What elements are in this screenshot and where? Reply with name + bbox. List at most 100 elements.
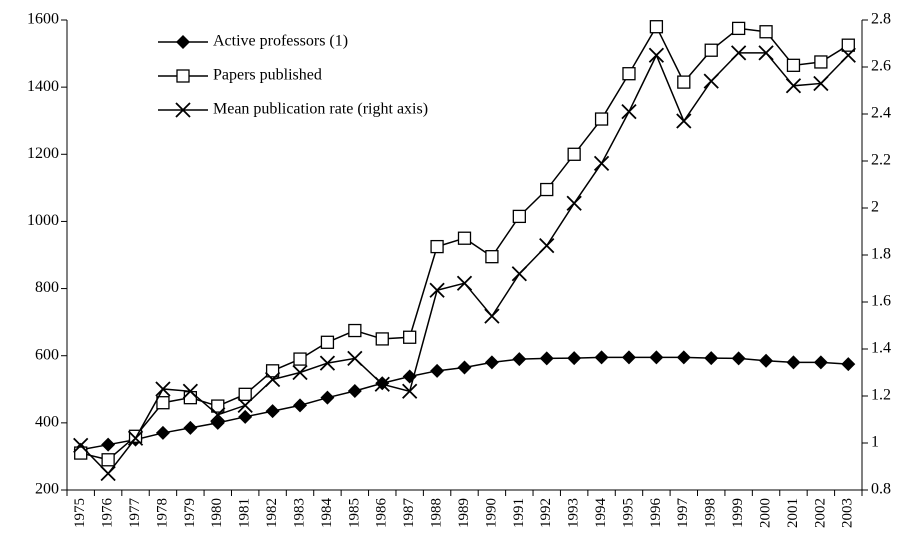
x-tick-label: 1978: [154, 498, 170, 528]
y2-tick-label: 2.4: [871, 105, 891, 122]
y2-tick-label: 1: [871, 434, 879, 451]
point: [183, 420, 198, 435]
y-tick-label: 400: [35, 414, 59, 431]
x-tick-label: 1988: [429, 498, 445, 528]
point: [622, 67, 636, 81]
point: [210, 415, 225, 430]
point: [539, 351, 554, 366]
point: [155, 425, 170, 440]
point: [237, 397, 253, 414]
y-tick-label: 1400: [27, 78, 59, 95]
x-tick-label: 1998: [703, 498, 719, 528]
x-tick-label: 1984: [319, 498, 335, 529]
point: [649, 20, 664, 34]
point: [731, 351, 746, 366]
x-tick-label: 1989: [456, 498, 472, 528]
x-tick-label: 1980: [209, 498, 225, 528]
series-line: [80, 52, 849, 475]
x-tick-label: 1999: [730, 498, 746, 528]
point: [265, 404, 280, 419]
point: [292, 364, 308, 381]
y2-tick-label: 2: [871, 199, 879, 216]
y-tick-label: 1200: [27, 145, 59, 162]
point: [155, 381, 171, 397]
point: [183, 391, 198, 405]
x-tick-label: 1991: [511, 498, 527, 528]
y-tick-label: 200: [35, 481, 59, 498]
point: [320, 335, 335, 349]
x-tick-label: 1995: [620, 498, 636, 528]
point: [813, 355, 828, 370]
y-tick-label: 1600: [27, 11, 59, 28]
legend-label: Mean publication rate (right axis): [213, 101, 428, 118]
y2-tick-label: 2.8: [871, 11, 891, 28]
x-tick-label: 1975: [72, 498, 88, 528]
point: [566, 195, 582, 211]
x-tick-label: 1981: [237, 498, 253, 528]
point: [676, 113, 692, 129]
point: [594, 350, 609, 365]
point: [731, 45, 747, 61]
point: [814, 55, 828, 69]
point: [293, 398, 308, 413]
point: [484, 308, 500, 324]
point: [100, 465, 116, 482]
y2-tick-label: 0.8: [871, 481, 891, 498]
point: [485, 250, 499, 264]
x-tick-label: 2002: [812, 498, 828, 528]
point: [457, 231, 472, 245]
point: [621, 350, 636, 365]
point: [841, 38, 855, 52]
point: [676, 350, 691, 365]
y2-tick-label: 1.8: [871, 246, 891, 263]
point: [264, 371, 281, 388]
x-tick-label: 1985: [346, 498, 362, 528]
point: [648, 47, 665, 63]
y-tick-label: 800: [35, 279, 59, 296]
point: [758, 45, 774, 61]
x-tick-label: 1996: [648, 498, 664, 529]
point: [539, 237, 555, 254]
point: [511, 266, 527, 282]
x-tick-label: 1987: [401, 498, 417, 529]
point: [841, 357, 856, 372]
point: [429, 282, 445, 298]
point: [348, 323, 362, 338]
point: [677, 75, 691, 89]
point: [210, 407, 226, 423]
point: [731, 21, 746, 36]
y2-tick-label: 2.6: [871, 58, 891, 75]
y2-tick-label: 2.2: [871, 152, 891, 169]
y2-tick-label: 1.6: [871, 293, 891, 310]
point: [402, 383, 418, 399]
point: [704, 43, 718, 57]
point: [840, 47, 856, 63]
point: [403, 330, 417, 344]
x-tick-label: 2000: [757, 498, 773, 528]
x-tick-label: 1994: [593, 498, 609, 529]
point: [594, 112, 609, 126]
point: [512, 209, 526, 224]
point: [786, 355, 801, 370]
point: [101, 453, 115, 467]
point: [621, 104, 637, 120]
point: [101, 437, 116, 452]
legend-label: Papers published: [213, 67, 322, 84]
point: [238, 409, 253, 424]
point: [73, 437, 89, 453]
point: [347, 383, 362, 398]
legend-marker: [176, 35, 190, 49]
point: [182, 383, 198, 399]
point: [512, 352, 527, 367]
point: [759, 353, 774, 368]
point: [347, 350, 363, 367]
legend-marker: [176, 69, 190, 83]
x-tick-label: 2001: [785, 498, 801, 528]
point: [430, 363, 445, 378]
x-tick-label: 2003: [840, 498, 856, 528]
point: [703, 73, 719, 89]
x-tick-label: 1983: [291, 498, 307, 528]
x-tick-label: 1997: [675, 498, 691, 529]
point: [567, 351, 582, 366]
point: [320, 390, 335, 405]
